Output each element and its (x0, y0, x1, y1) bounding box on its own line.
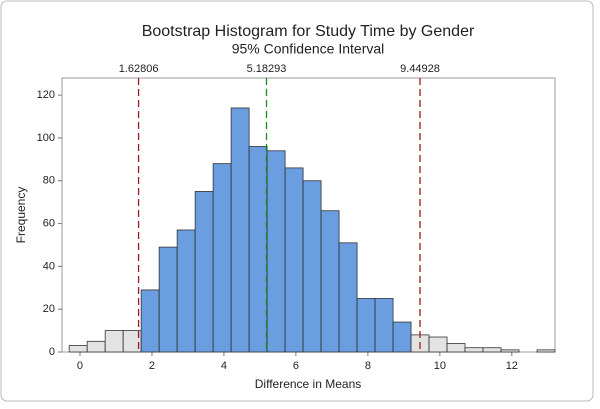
bar (140, 289, 160, 353)
y-axis-label: Frequency (14, 187, 28, 244)
bar (104, 330, 124, 353)
y-tick-label: 100 (37, 132, 55, 144)
bar (464, 347, 484, 353)
bar (212, 163, 232, 353)
bar (302, 180, 322, 353)
y-tick-label: 20 (43, 303, 55, 315)
y-tick-label: 80 (43, 175, 55, 187)
bar (374, 298, 394, 353)
bar (428, 336, 448, 353)
bar (248, 146, 268, 353)
reference-label: 1.62806 (119, 63, 159, 75)
bar (446, 343, 466, 353)
bar (536, 349, 556, 353)
reference-label: 5.18293 (247, 63, 287, 75)
bar (482, 347, 502, 353)
x-tick-label: 10 (434, 360, 446, 372)
bar (320, 210, 340, 353)
x-tick-label: 4 (221, 360, 227, 372)
x-tick-label: 2 (149, 360, 155, 372)
bar (500, 349, 520, 353)
y-tick-label: 40 (43, 260, 55, 272)
bar (194, 191, 214, 353)
bar (338, 242, 358, 353)
bar (86, 340, 106, 353)
bar (68, 345, 88, 353)
y-tick-label: 0 (49, 346, 55, 358)
chart-title: Bootstrap Histogram for Study Time by Ge… (142, 23, 475, 40)
bar (356, 298, 376, 353)
bar (230, 107, 250, 353)
y-tick-label: 60 (43, 217, 55, 229)
reference-label: 9.44928 (400, 63, 440, 75)
bar (176, 229, 196, 353)
chart-subtitle: 95% Confidence Interval (232, 41, 385, 57)
bar (284, 167, 304, 353)
x-tick-label: 0 (77, 360, 83, 372)
x-tick-label: 8 (365, 360, 371, 372)
x-tick-label: 12 (506, 360, 518, 372)
y-tick-label: 120 (37, 89, 55, 101)
x-axis-label: Difference in Means (255, 377, 362, 391)
bar (392, 321, 412, 353)
x-tick-label: 6 (293, 360, 299, 372)
bar (266, 150, 286, 353)
bar (158, 246, 178, 353)
